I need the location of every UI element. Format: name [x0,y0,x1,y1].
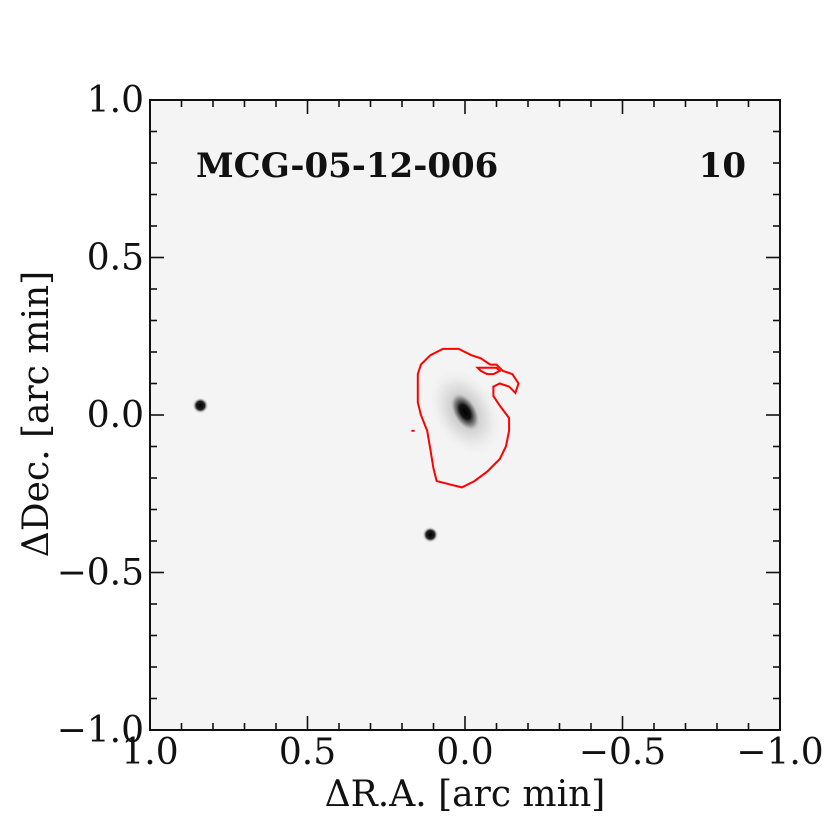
x-tick-label: −0.5 [579,732,666,773]
contour-inner-loop [475,366,502,376]
axes-layer: 1.0 0.5 0.0 −0.5 −1.01.00.50.0−0.5−1.0 [57,80,824,773]
star-source-1 [192,397,209,414]
x-tick-label: 0.5 [279,732,336,773]
y-tick-label: −0.5 [57,553,144,594]
y-axis-label: ΔDec. [arc min] [16,271,57,557]
y-tick-label: 0.0 [87,395,144,436]
galaxy-core [449,391,481,432]
x-tick-label: 0.0 [436,732,493,773]
panel-number-label: 10 [699,146,746,186]
x-tick-label: −1.0 [736,732,823,773]
x-axis-label: ΔR.A. [arc min] [325,774,606,815]
y-tick-label: 0.5 [87,238,144,279]
star-source-2 [422,526,439,543]
contour-outer [416,347,520,489]
y-tick-label: −1.0 [57,710,144,751]
object-name-label: MCG-05-12-006 [196,146,498,186]
x-tick-label: 1.0 [121,732,178,773]
image-layer [150,100,780,730]
y-tick-label: 1.0 [87,80,144,121]
contour-layer [411,347,520,489]
